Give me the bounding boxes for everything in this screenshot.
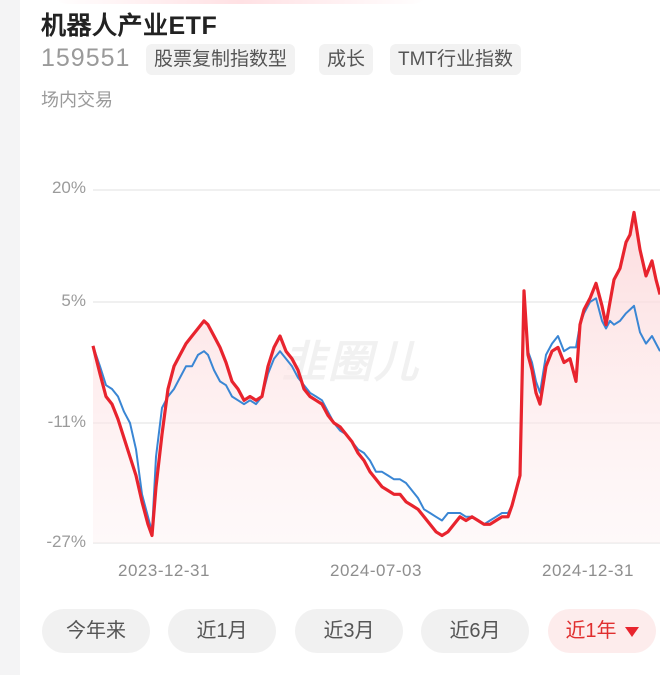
range-button-label: 今年来 [66,620,126,642]
dropdown-triangle-icon[interactable] [624,626,639,637]
tag-index-category[interactable]: TMT行业指数 [390,44,522,75]
top-highlight [50,0,430,4]
x-tick-label: 2024-07-03 [330,561,422,580]
range-button-3m[interactable]: 近3月 [295,609,403,653]
range-button-1y[interactable]: 近1年 [548,609,656,653]
trading-venue: 场内交易 [41,90,113,110]
y-tick-label: 5% [61,291,86,310]
y-tick-label: -27% [46,532,86,551]
fund-line [91,210,660,538]
fund-code: 159551 [41,44,131,72]
watermark: 韭圈儿 [282,338,420,387]
index-line [92,297,660,533]
tag-style[interactable]: 成长 [319,44,374,75]
x-tick-label: 2024-12-31 [542,561,634,580]
range-button-label: 近1年 [565,620,617,642]
fund-area-fill [93,212,660,543]
range-button-label: 近6月 [449,620,501,642]
range-button-ytd[interactable]: 今年来 [42,609,150,653]
fund-card [20,0,660,675]
return-chart[interactable] [0,0,660,600]
range-button-6m[interactable]: 近6月 [421,609,529,653]
range-button-label: 近1月 [196,620,248,642]
range-button-1m[interactable]: 近1月 [168,609,276,653]
fund-title: 机器人产业ETF [41,12,218,40]
y-tick-label: 20% [51,178,86,197]
range-button-label: 近3月 [323,620,375,642]
tag-fund-type[interactable]: 股票复制指数型 [146,44,296,75]
x-tick-label: 2023-12-31 [118,561,210,580]
y-tick-label: -11% [47,412,86,431]
